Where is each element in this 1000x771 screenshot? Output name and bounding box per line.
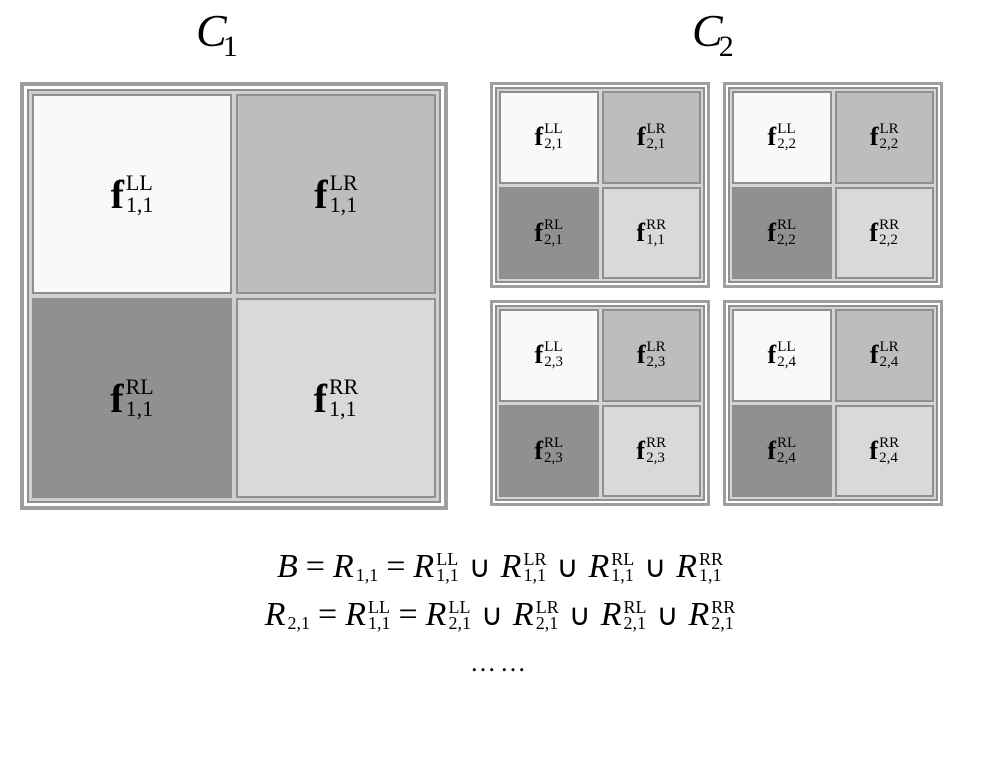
R-term: R LL1,1 xyxy=(345,596,390,634)
union-symbol: ∪ xyxy=(467,550,493,585)
f-label: f RL2,3 xyxy=(534,436,563,466)
f-label: f LL2,4 xyxy=(768,340,796,370)
c2-cell-LR: f LR2,2 xyxy=(835,91,935,184)
R-term: R LR2,1 xyxy=(513,596,559,634)
c2-block-inner: f LL2,3 f LR2,3 f RL2,3 f RR2,3 xyxy=(495,305,705,501)
c2-cell-LL: f LL2,3 xyxy=(499,309,599,402)
union-symbol: ∪ xyxy=(642,550,668,585)
c1-cell-RR: f RR1,1 xyxy=(236,298,436,498)
R-term: R 1,1 xyxy=(333,548,378,586)
c2-block-inner: f LL2,2 f LR2,2 f RL2,2 f RR2,2 xyxy=(728,87,938,283)
f-label: f LR2,2 xyxy=(870,122,899,152)
c2-cell-LR: f LR2,4 xyxy=(835,309,935,402)
c2-cell-LR: f LR2,1 xyxy=(602,91,702,184)
c1-cell-LR: f LR1,1 xyxy=(236,94,436,294)
c1-grid: f LL1,1 f LR1,1 f RL1,1 f RR1,1 xyxy=(27,89,441,503)
R-term: R 2,1 xyxy=(265,596,310,634)
B-symbol: B xyxy=(277,548,298,586)
f-label: f LL2,3 xyxy=(535,340,563,370)
f-label: f RL2,4 xyxy=(767,436,796,466)
c2-cell-RL: f RL2,2 xyxy=(732,187,832,280)
eq-sign: = xyxy=(398,596,417,634)
f-label: f RR2,3 xyxy=(636,436,666,466)
c2-cell-RL: f RL2,1 xyxy=(499,187,599,280)
eq-sign: = xyxy=(318,596,337,634)
R-term: R LL2,1 xyxy=(426,596,471,634)
c2-cell-LL: f LL2,4 xyxy=(732,309,832,402)
c1-cell-LL: f LL1,1 xyxy=(32,94,232,294)
R-term: R RR1,1 xyxy=(676,548,723,586)
c2-grid: f LL2,1 f LR2,1 f RL2,1 f RR1,1 f LL2,2 … xyxy=(490,82,944,506)
f-label: f LR2,3 xyxy=(637,340,666,370)
c2-cell-LL: f LL2,2 xyxy=(732,91,832,184)
union-symbol: ∪ xyxy=(654,598,680,633)
c2-block-inner: f LL2,4 f LR2,4 f RL2,4 f RR2,4 xyxy=(728,305,938,501)
R-term: R RL2,1 xyxy=(601,596,647,634)
f-label: f RL2,2 xyxy=(767,218,796,248)
f-label: f LL2,2 xyxy=(768,122,796,152)
union-symbol: ∪ xyxy=(479,598,505,633)
c2-cell-LL: f LL2,1 xyxy=(499,91,599,184)
f-label: f LL1,1 xyxy=(111,171,154,218)
c2-cell-RR: f RR1,1 xyxy=(602,187,702,280)
R-term: R LL1,1 xyxy=(413,548,458,586)
equations: B= R 1,1 = R LL1,1 ∪ R LR1,1 ∪ R RL1,1 ∪… xyxy=(0,548,1000,678)
equation-dots: …… xyxy=(470,648,530,678)
f-label: f RL1,1 xyxy=(110,375,153,422)
c2-cell-RR: f RR2,4 xyxy=(835,405,935,498)
c2-block-4: f LL2,4 f LR2,4 f RL2,4 f RR2,4 xyxy=(723,300,943,506)
c2-cell-RL: f RL2,4 xyxy=(732,405,832,498)
f-label: f LR2,1 xyxy=(637,122,666,152)
diagrams-row: f LL1,1 f LR1,1 f RL1,1 f RR1,1 f LL2,1 … xyxy=(0,82,1000,510)
c1-box: f LL1,1 f LR1,1 f RL1,1 f RR1,1 xyxy=(20,82,448,510)
titles-row: C1 C2 xyxy=(0,0,1000,12)
eq-sign: = xyxy=(306,548,325,586)
c2-cell-RR: f RR2,3 xyxy=(602,405,702,498)
f-label: f RR1,1 xyxy=(314,375,359,422)
c2-block-3: f LL2,3 f LR2,3 f RL2,3 f RR2,3 xyxy=(490,300,710,506)
c2-cell-RL: f RL2,3 xyxy=(499,405,599,498)
f-label: f RR2,4 xyxy=(869,436,899,466)
f-label: f LL2,1 xyxy=(535,122,563,152)
R-term: R LR1,1 xyxy=(501,548,547,586)
R-term: R RL1,1 xyxy=(588,548,634,586)
c2-block-inner: f LL2,1 f LR2,1 f RL2,1 f RR1,1 xyxy=(495,87,705,283)
c2-block-2: f LL2,2 f LR2,2 f RL2,2 f RR2,2 xyxy=(723,82,943,288)
union-symbol: ∪ xyxy=(554,550,580,585)
c2-cell-RR: f RR2,2 xyxy=(835,187,935,280)
f-label: f RR2,2 xyxy=(869,218,899,248)
equation-1: B= R 1,1 = R LL1,1 ∪ R LR1,1 ∪ R RL1,1 ∪… xyxy=(277,548,723,586)
c2-block-1: f LL2,1 f LR2,1 f RL2,1 f RR1,1 xyxy=(490,82,710,288)
f-label: f RR1,1 xyxy=(636,218,666,248)
title-c2: C2 xyxy=(692,4,734,64)
f-label: f RL2,1 xyxy=(534,218,563,248)
union-symbol: ∪ xyxy=(567,598,593,633)
R-term: R RR2,1 xyxy=(688,596,735,634)
f-label: f LR1,1 xyxy=(314,171,357,218)
eq-sign: = xyxy=(386,548,405,586)
equation-2: R 2,1 = R LL1,1 = R LL2,1 ∪ R LR2,1 ∪ R … xyxy=(265,596,736,634)
c2-cell-LR: f LR2,3 xyxy=(602,309,702,402)
c1-cell-RL: f RL1,1 xyxy=(32,298,232,498)
title-c1: C1 xyxy=(196,4,238,64)
figure-root: C1 C2 f LL1,1 f LR1,1 f RL1,1 f RR1,1 f … xyxy=(0,0,1000,771)
f-label: f LR2,4 xyxy=(870,340,899,370)
